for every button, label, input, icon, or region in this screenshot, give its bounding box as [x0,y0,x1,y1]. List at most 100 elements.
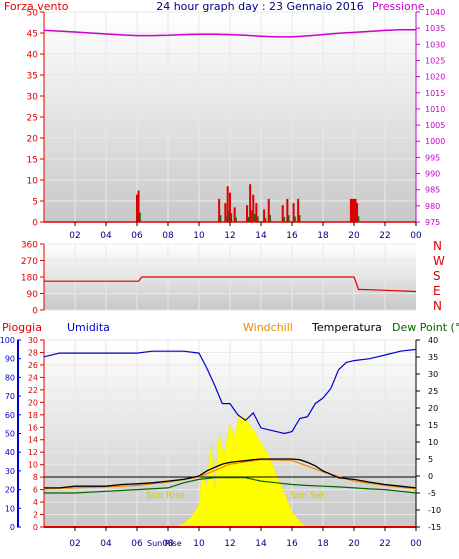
x-tick-label: 10 [193,231,205,241]
x-tick-label: 00 [410,231,422,241]
tick-label: -15 [428,523,441,532]
tick-label: 40 [5,448,15,457]
tick-label: 15 [27,156,38,166]
x-tick-label: 06 [131,539,143,549]
tick-label: -10 [428,506,441,515]
tick-label: 12 [28,448,38,457]
tick-label: 30 [28,336,38,345]
x-tick-label: 04 [100,539,112,549]
tick-label: 5 [32,198,38,208]
tick-label: 30 [5,467,15,476]
wind-bar [354,198,357,222]
tick-label: 90 [27,290,39,300]
solar-area [175,414,309,528]
x-tick-label: 22 [379,539,390,549]
wind-gust-bar [299,215,301,222]
x-tick-label: 16 [286,231,298,241]
tick-label: -5 [428,489,436,498]
wind-bar [349,198,352,222]
tick-label: 70 [5,392,15,401]
tick-label: 1015 [425,89,445,98]
tick-label: 28 [28,348,38,357]
wind-speed-title: Forza vento [4,0,69,13]
x-tick-label: 14 [255,231,267,241]
direction-letter: N [433,239,442,253]
tick-label: 10 [27,177,39,187]
wind-bar [252,194,255,222]
x-tick-label: 00 [410,539,422,549]
tick-label: 1040 [425,8,445,17]
wind-bar [137,190,140,222]
tick-label: 1035 [425,24,445,33]
tick-label: 0 [428,472,433,481]
tick-label: 990 [425,170,440,179]
direction-axis: 0 90 180 270 360 [21,241,45,317]
humidity-line [43,348,417,435]
tick-label: 18 [28,411,38,420]
wind-gust-bar [231,213,233,222]
tick-label: 40 [428,336,438,345]
tick-label: 40 [27,51,39,61]
tick-label: 45 [27,30,38,40]
panel1-x-axis: 02 04 06 08 10 12 14 16 18 20 22 00 [69,222,422,241]
wind-gust-bar [235,217,237,222]
wind-bar [255,203,258,222]
wind-bar [267,198,270,222]
wind-bar [297,198,300,222]
direction-letter: E [433,284,441,298]
tick-label: 10 [28,461,38,470]
tick-label: 8 [33,473,38,482]
tick-label: 35 [27,72,38,82]
tick-label: 50 [27,9,39,19]
tick-label: 100 [0,336,15,345]
tick-label: 1000 [425,137,445,146]
tick-label: 25 [428,387,438,396]
tick-label: 0 [33,523,38,532]
pressure-title: Pressione [372,0,425,13]
tick-label: 20 [28,398,38,407]
humidity-title: Umidita [67,321,110,334]
wind-gust-bar [358,216,360,222]
tick-label: 30 [428,370,438,379]
tick-label: 1020 [425,73,445,82]
tick-label: 15 [428,421,438,430]
pressure-axis: 975 980 985 990 995 1000 1005 1010 1015 1020 1025 1… [415,8,445,227]
windchill-line [43,459,417,490]
tick-label: 80 [5,373,15,382]
wind-gust-bar [257,216,259,222]
wind-bar [353,198,355,222]
tick-label: 25 [27,114,38,124]
wind-gust-bar [251,210,253,222]
direction-letter: N [433,299,442,313]
wind-bar [249,184,252,222]
wind-gust-bar [294,216,296,222]
tick-label: 1005 [425,121,445,130]
temperature-axis: -15 -10 -5 0 5 10 15 20 25 30 35 40 [415,336,441,532]
tick-label: 980 [425,202,440,211]
x-tick-label: 06 [131,231,143,241]
tick-label: 35 [428,353,438,362]
wind-bar [351,198,354,222]
x-tick-label: 18 [317,539,329,549]
temperature-line [44,458,417,489]
tick-label: 14 [28,436,38,445]
wind-bar [229,192,231,222]
x-tick-label: 02 [69,539,80,549]
tick-label: 0 [32,219,38,229]
tick-label: 1025 [425,56,445,65]
tick-label: 20 [428,404,438,413]
tick-label: 20 [27,135,39,145]
temperature-title: Temperatura [311,321,382,334]
dewpoint-line [44,477,417,494]
sunrise-label: Sun Rise [146,491,185,501]
wind-gust-bar [288,215,290,222]
tick-label: 2 [33,511,38,520]
tick-label: 995 [425,153,440,162]
x-tick-label: 20 [348,539,360,549]
panel3-x-axis: 02 04 06 08 10 12 14 16 18 20 22 00 [69,527,422,549]
x-tick-label: 12 [224,539,235,549]
tick-label: 0 [10,523,15,532]
